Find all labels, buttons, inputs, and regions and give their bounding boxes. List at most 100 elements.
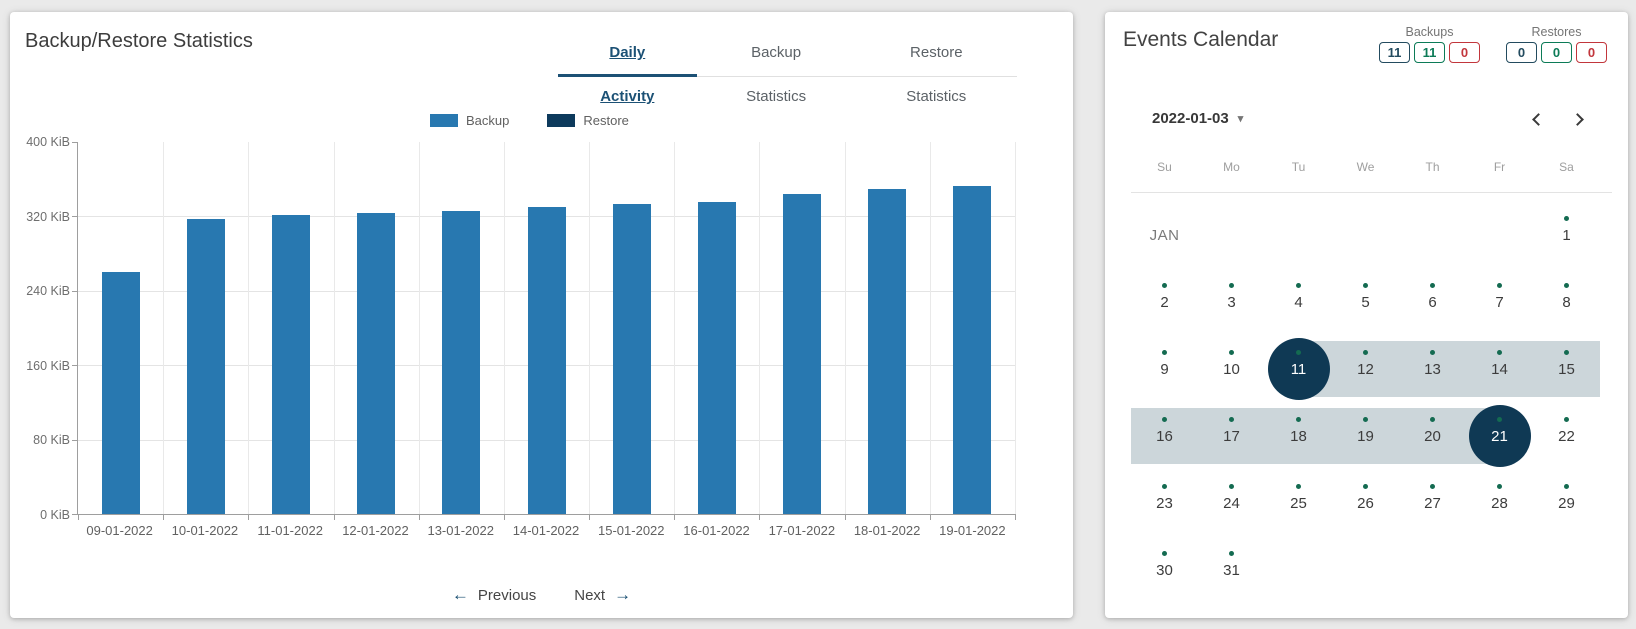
calendar-day-19[interactable]: 19 [1332,403,1399,470]
day-number: 28 [1491,495,1508,512]
calendar-day-20[interactable]: 20 [1399,403,1466,470]
chevron-right-icon [1571,113,1584,126]
calendar-day-11[interactable]: 11 [1265,336,1332,403]
calendar-row: 23 24 25 26 27 28 29 [1131,470,1601,537]
counter-badge: 0 [1506,42,1537,63]
calendar-day-5[interactable]: 5 [1332,269,1399,336]
counter-group-label: Backups [1405,25,1454,39]
y-axis-label: 0 KiB [40,508,70,522]
tab-restore-statistics[interactable]: Restore Statistics [856,31,1017,105]
month-label: JAN [1149,227,1180,244]
day-number: 27 [1424,495,1441,512]
calendar-day-28[interactable]: 28 [1466,470,1533,537]
calendar-day-17[interactable]: 17 [1198,403,1265,470]
calendar-day-10[interactable]: 10 [1198,336,1265,403]
day-number: 24 [1223,495,1240,512]
calendar-empty-cell [1533,537,1600,604]
calendar-empty-cell [1332,202,1399,269]
gridline-vertical [589,142,591,514]
calendar-row: 30 31 [1131,537,1601,604]
x-axis-tick [78,514,79,520]
chart-bar [101,272,140,514]
event-dot [1497,283,1502,288]
next-button[interactable]: Next → [574,585,631,605]
x-axis-tick [418,514,420,520]
event-dot [1229,417,1234,422]
calendar-day-29[interactable]: 29 [1533,470,1600,537]
calendar-day-4[interactable]: 4 [1265,269,1332,336]
calendar-day-31[interactable]: 31 [1198,537,1265,604]
calendar-month-label: JAN [1131,202,1198,269]
calendar-day-22[interactable]: 22 [1533,403,1600,470]
event-dot [1564,283,1569,288]
event-dot [1296,283,1301,288]
calendar-day-23[interactable]: 23 [1131,470,1198,537]
previous-button[interactable]: ← Previous [452,585,536,605]
calendar-day-12[interactable]: 12 [1332,336,1399,403]
x-axis-label: 16-01-2022 [683,523,750,538]
calendar-day-6[interactable]: 6 [1399,269,1466,336]
x-axis-label: 09-01-2022 [86,523,153,538]
day-number: 17 [1223,428,1240,445]
calendar-day-18[interactable]: 18 [1265,403,1332,470]
counter-group-backups: Backups 11 11 0 [1379,25,1480,63]
calendar-day-30[interactable]: 30 [1131,537,1198,604]
calendar-row: 2 3 4 5 6 7 8 [1131,269,1601,336]
event-counters: Backups 11 11 0 Restores 0 0 0 [1379,25,1607,63]
event-dot [1564,216,1569,221]
calendar-day-1[interactable]: 1 [1533,202,1600,269]
x-axis-label: 10-01-2022 [171,523,239,538]
day-number: 15 [1558,361,1575,378]
calendar-day-13[interactable]: 13 [1399,336,1466,403]
calendar-day-8[interactable]: 8 [1533,269,1600,336]
day-number: 20 [1424,428,1441,445]
chart-bar [783,194,822,514]
gridline-vertical [929,142,931,514]
calendar-day-7[interactable]: 7 [1466,269,1533,336]
x-axis-label: 17-01-2022 [768,523,836,538]
legend-swatch-icon [430,114,458,127]
calendar-day-25[interactable]: 25 [1265,470,1332,537]
legend-item-backup: Backup [430,113,509,128]
calendar-day-24[interactable]: 24 [1198,470,1265,537]
counter-group-restores: Restores 0 0 0 [1506,25,1607,63]
y-axis-label: 400 KiB [26,135,70,149]
calendar-day-9[interactable]: 9 [1131,336,1198,403]
y-axis-tick [72,439,78,441]
calendar-day-16[interactable]: 16 [1131,403,1198,470]
counter-badge: 0 [1576,42,1607,63]
event-dot [1162,417,1167,422]
x-axis-tick [674,514,676,520]
legend-swatch-icon [547,114,576,127]
tab-bar: Daily Activity Backup Statistics Restore… [558,31,1017,105]
tab-backup-statistics[interactable]: Backup Statistics [697,31,856,105]
day-number: 5 [1361,294,1370,311]
calendar-next-button[interactable] [1571,112,1588,128]
day-number: 9 [1160,361,1169,378]
weekday-label: Sa [1559,160,1574,174]
date-selector[interactable]: 2022-01-03 ▾ [1152,110,1243,127]
calendar-day-26[interactable]: 26 [1332,470,1399,537]
day-number: 4 [1294,294,1303,311]
weekday-label: We [1356,160,1375,174]
x-axis-label: 15-01-2022 [598,523,665,538]
x-axis-tick [248,514,250,520]
calendar-prev-button[interactable] [1530,112,1546,128]
calendar-empty-cell [1399,537,1466,604]
calendar-day-27[interactable]: 27 [1399,470,1466,537]
calendar-day-2[interactable]: 2 [1131,269,1198,336]
calendar-empty-cell [1466,202,1533,269]
calendar-day-15[interactable]: 15 [1533,336,1600,403]
calendar-day-3[interactable]: 3 [1198,269,1265,336]
date-selector-value: 2022-01-03 [1152,110,1229,127]
calendar-row: 9 10 11 12 13 14 15 [1131,336,1601,403]
day-number: 22 [1558,428,1575,445]
calendar-row: JAN 1 [1131,202,1601,269]
weekday-label: Su [1157,160,1172,174]
calendar-empty-cell [1466,537,1533,604]
calendar-day-14[interactable]: 14 [1466,336,1533,403]
event-dot [1162,484,1167,489]
tab-daily-activity[interactable]: Daily Activity [558,31,697,105]
calendar-day-21[interactable]: 21 [1466,403,1533,470]
x-axis-tick [929,514,931,520]
